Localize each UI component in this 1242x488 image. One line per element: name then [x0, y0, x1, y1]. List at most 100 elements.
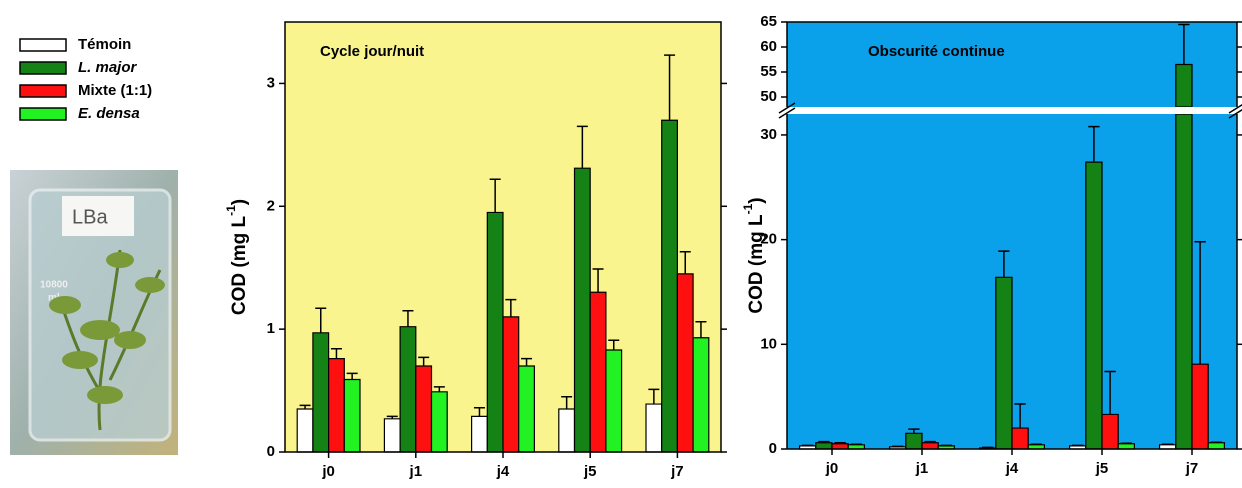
bar [486, 211, 504, 453]
bar [573, 167, 591, 453]
x-tick-label: j0 [825, 460, 839, 477]
bar [589, 291, 607, 453]
y-axis-label-part: COD (mg L [746, 214, 767, 314]
bar [661, 119, 678, 453]
x-tick-label: j1 [409, 463, 423, 480]
bar [831, 443, 849, 450]
error-bar [834, 441, 846, 444]
chart-title: Cycle jour/nuit [320, 43, 424, 60]
error-bar [982, 446, 994, 449]
legend-label: L. major [78, 59, 138, 76]
legend-swatch [19, 38, 67, 52]
photo: LBa 10800 ml [10, 170, 178, 455]
bar [1011, 427, 1029, 450]
bar [518, 365, 535, 453]
bar [921, 442, 939, 450]
bar [558, 408, 576, 453]
x-tick-label: j0 [321, 463, 335, 480]
error-bar [386, 415, 398, 419]
y-tick-label: 65 [760, 13, 777, 30]
error-bar [802, 444, 814, 447]
error-bar [418, 356, 430, 366]
jar-volume: 10800 [40, 280, 68, 291]
error-bar [664, 54, 676, 121]
y-tick-label: 0 [769, 440, 777, 457]
bar [430, 391, 448, 453]
y-tick-label: 50 [760, 88, 777, 105]
error-bar [695, 321, 707, 338]
error-bar [521, 357, 533, 366]
y-tick-label: 2 [267, 197, 275, 214]
plant-leaves [49, 252, 165, 404]
y-axis-label-part: ) [229, 199, 250, 205]
jar-label-text: LBa [72, 206, 108, 228]
bar [995, 276, 1013, 450]
y-tick-label: 55 [760, 63, 777, 80]
error-bar [998, 250, 1010, 278]
bar [383, 418, 401, 453]
error-bar [1194, 240, 1206, 365]
bar [1101, 413, 1119, 450]
axis-break-mark [778, 102, 796, 119]
error-bar [505, 298, 517, 317]
error-bar [561, 395, 573, 409]
plot-frame [284, 21, 722, 453]
error-bar [1104, 370, 1116, 415]
y-axis-label: COD (mg L-1) [224, 199, 250, 315]
y-tick-label: 60 [760, 38, 777, 55]
bar [399, 326, 417, 453]
error-bar [818, 440, 830, 443]
bar [296, 408, 314, 453]
bar [1191, 363, 1209, 450]
y-tick-label: 3 [267, 74, 275, 91]
error-bar [433, 386, 445, 392]
error-bar [592, 268, 604, 293]
bar [645, 403, 663, 453]
axis-break-mark [1228, 103, 1242, 119]
y-tick-label: 20 [760, 231, 777, 248]
bar [1207, 442, 1225, 450]
error-bar [1030, 443, 1042, 446]
x-tick-label: j4 [496, 463, 510, 480]
legend-swatch [19, 61, 67, 75]
jar-label [62, 196, 134, 236]
error-bar [315, 307, 327, 333]
error-bar [940, 444, 952, 447]
error-bar [1210, 441, 1222, 443]
error-bar [908, 428, 920, 434]
error-bar [648, 388, 660, 405]
bar [815, 442, 833, 450]
error-bar [402, 309, 414, 327]
y-axis-label-part: COD (mg L [229, 216, 250, 316]
y-axis-label-part: -1 [224, 205, 238, 216]
legend-label: Mixte (1:1) [78, 82, 152, 99]
bar [905, 432, 923, 450]
jar-unit: ml [48, 293, 60, 304]
chart-title: Obscurité continue [868, 43, 1005, 60]
plot-frame [786, 21, 1238, 450]
axis-break-gap [779, 107, 1242, 114]
error-bar [924, 440, 936, 443]
error-bar [1120, 442, 1132, 444]
error-bar [850, 443, 862, 446]
error-bar [1014, 403, 1026, 429]
error-bar [892, 445, 904, 448]
y-tick-label: 30 [760, 126, 777, 143]
legend-label: E. densa [78, 105, 140, 122]
error-bar [299, 404, 311, 409]
bar [605, 349, 623, 453]
bar [328, 358, 345, 453]
error-bar [1178, 23, 1190, 65]
y-tick-label: 1 [267, 320, 275, 337]
error-bar [1072, 444, 1084, 447]
bar [1085, 161, 1103, 450]
x-tick-label: j4 [1005, 460, 1019, 477]
error-bar [330, 348, 342, 359]
x-tick-label: j7 [1185, 460, 1199, 477]
error-bar [346, 372, 358, 380]
error-bar [489, 178, 501, 213]
legend-swatch [19, 84, 67, 98]
bar [471, 415, 488, 453]
